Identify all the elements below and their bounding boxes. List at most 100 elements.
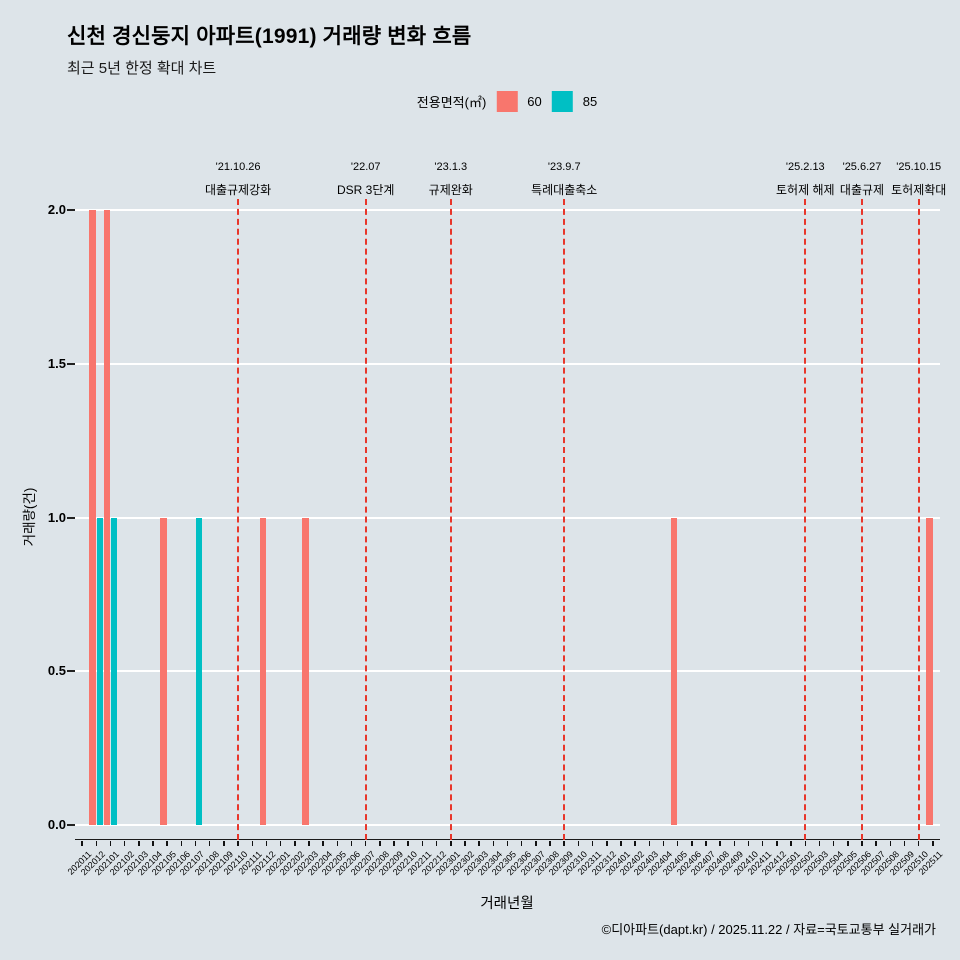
event-line-202506 (861, 199, 863, 840)
gridline (75, 670, 940, 673)
event-line-202207 (364, 199, 367, 840)
legend-item-85: 85 (582, 94, 598, 109)
x-tick-mark (861, 841, 863, 846)
chart-title: 신천 경신둥지 아파트(1991) 거래량 변화 흐름 (67, 25, 472, 48)
event-line-202510 (917, 199, 920, 840)
x-tick-mark (492, 841, 495, 846)
event-date: '23.1.3 (434, 161, 468, 173)
event-label: DSR 3단계 (336, 183, 395, 197)
x-tick-mark (123, 841, 126, 846)
x-tick-mark (478, 841, 480, 846)
x-tick-mark (549, 841, 551, 846)
x-tick-mark (705, 841, 707, 846)
x-tick-mark (917, 841, 920, 846)
y-tick-label: 0.0 (47, 817, 66, 832)
gridline (75, 209, 940, 211)
x-tick-mark (294, 841, 296, 846)
x-tick-mark (577, 841, 580, 846)
x-tick-mark (761, 841, 764, 846)
x-tick-mark (421, 841, 424, 846)
chart-subtitle: 최근 5년 한정 확대 차트 (67, 60, 217, 77)
event-label: 특례대출축소 (531, 183, 598, 197)
x-tick-mark (364, 841, 367, 846)
event-label: 토허제 해제 (776, 183, 835, 197)
legend: 전용면적(㎡) 60 85 (417, 91, 597, 112)
event-date: '25.6.27 (842, 161, 882, 173)
legend-item-60: 60 (527, 94, 542, 109)
x-tick-mark (393, 841, 395, 846)
x-tick-mark (535, 841, 537, 846)
x-tick-mark (379, 841, 381, 846)
x-tick-mark (223, 841, 225, 846)
x-tick-mark (138, 841, 140, 846)
x-tick-mark (520, 841, 523, 846)
event-label: 규제완화 (428, 183, 473, 197)
x-tick-mark (634, 841, 636, 846)
bar-60-202112 (259, 517, 267, 825)
event-line-202301 (449, 199, 452, 840)
x-tick-mark (95, 841, 98, 846)
x-tick-mark (889, 841, 892, 846)
y-tick-label: 0.5 (47, 663, 66, 679)
gridline (75, 516, 940, 519)
y-tick-mark (67, 209, 75, 211)
bar-60-202511 (926, 517, 933, 825)
x-tick-mark (606, 841, 608, 846)
event-date: '21.10.26 (215, 161, 261, 173)
bar-60-202203 (302, 517, 309, 825)
x-tick-mark (180, 841, 183, 846)
y-tick-label: 1.0 (47, 509, 66, 525)
x-tick-mark (733, 841, 736, 846)
legend-title: 전용면적(㎡) (416, 95, 487, 110)
event-line-202110 (237, 199, 240, 840)
x-tick-mark (790, 841, 792, 846)
bar-60-202405 (670, 517, 678, 825)
x-tick-mark (662, 841, 665, 846)
bar-60-202105 (160, 517, 167, 825)
x-tick-mark (676, 841, 679, 846)
event-label: 대출규제 (839, 183, 885, 197)
gridline (75, 824, 940, 826)
y-tick-label: 2.0 (47, 202, 66, 217)
x-tick-mark (464, 841, 466, 846)
legend-swatch-60 (496, 91, 518, 112)
gridline (75, 362, 940, 365)
legend-swatch-85 (551, 91, 573, 112)
x-tick-mark (847, 841, 849, 846)
x-tick-mark (336, 841, 339, 846)
x-tick-mark (81, 841, 83, 846)
x-tick-mark (776, 841, 778, 846)
x-tick-mark (450, 841, 452, 846)
event-date: '23.9.7 (547, 161, 581, 173)
y-tick-mark (67, 824, 75, 826)
x-tick-mark (194, 841, 197, 846)
event-line-202502 (804, 199, 807, 840)
x-tick-mark (166, 841, 168, 846)
bar-85-202012 (96, 517, 104, 825)
x-tick-mark (322, 841, 324, 846)
x-tick-mark (804, 841, 807, 846)
x-tick-mark (208, 841, 211, 846)
x-tick-mark (747, 841, 750, 846)
x-tick-mark (279, 841, 282, 846)
event-label: 대출규제강화 (204, 183, 272, 197)
x-tick-mark (818, 841, 821, 846)
bar-85-202101 (110, 517, 118, 825)
bar-85-202107 (195, 517, 203, 825)
x-tick-mark (251, 841, 253, 846)
x-tick-mark (691, 841, 693, 846)
y-tick-mark (67, 516, 75, 519)
bar-60-202012 (89, 210, 96, 825)
x-tick-mark (350, 841, 353, 846)
x-axis-label: 거래년월 (480, 896, 534, 912)
x-tick-mark (435, 841, 438, 846)
x-tick-mark (719, 841, 721, 846)
plot-area (75, 195, 940, 840)
event-line-202309 (563, 199, 566, 840)
x-tick-mark (407, 841, 409, 846)
y-tick-label: 1.5 (47, 355, 66, 371)
footer-credit: ©디아파트(dapt.kr) / 2025.11.22 / 자료=국토교통부 실… (601, 922, 936, 937)
x-tick-mark (903, 841, 906, 846)
x-tick-mark (875, 841, 877, 846)
